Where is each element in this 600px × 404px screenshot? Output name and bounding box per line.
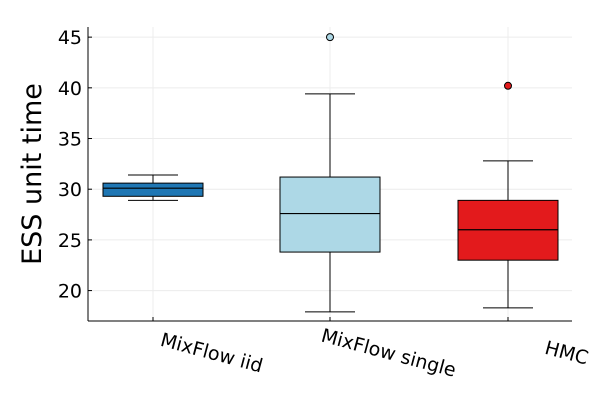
x-ticks: MixFlow iid MixFlow single HMC <box>152 317 591 382</box>
outlier-point <box>326 33 334 42</box>
outlier-point <box>504 81 512 90</box>
y-tick-label: 35 <box>58 129 82 151</box>
box-iqr <box>102 182 204 197</box>
y-tick-label: 40 <box>58 78 82 100</box>
y-tick-label: 45 <box>58 27 82 49</box>
y-axis-label: ESS unit time <box>17 83 48 265</box>
box-group <box>279 33 381 313</box>
x-tick-label: MixFlow iid <box>158 329 265 377</box>
box-group <box>457 81 559 309</box>
y-ticks: 20 25 30 35 40 45 <box>58 27 92 303</box>
y-tick-label: 20 <box>58 281 82 303</box>
y-tick-label: 25 <box>58 230 82 252</box>
box-group <box>102 174 204 201</box>
boxes <box>102 33 559 313</box>
box-iqr <box>279 176 381 253</box>
y-tick-label: 30 <box>58 179 82 201</box>
x-tick-label: HMC <box>542 337 590 370</box>
x-tick-label: MixFlow single <box>319 325 459 382</box>
